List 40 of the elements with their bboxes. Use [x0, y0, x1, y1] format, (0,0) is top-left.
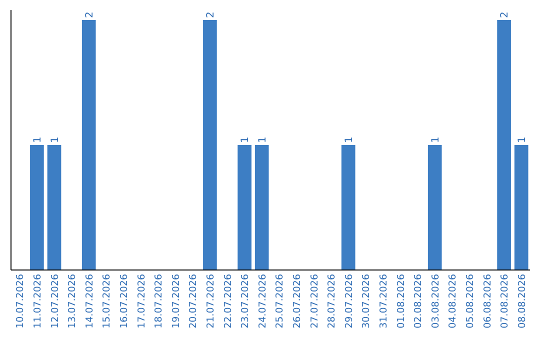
x-tick-label: 15.07.2026 — [102, 274, 113, 328]
x-tick-label: 31.07.2026 — [378, 274, 390, 328]
data-label: 1 — [32, 136, 44, 143]
x-tick-label: 24.07.2026 — [257, 274, 268, 328]
data-label: 1 — [240, 136, 252, 143]
x-tick-label: 02.08.2026 — [413, 274, 424, 328]
data-label: 2 — [205, 12, 216, 18]
x-tick-label: 23.07.2026 — [240, 274, 252, 328]
x-tick-label: 25.07.2026 — [274, 274, 286, 328]
x-tick-label: 16.07.2026 — [118, 274, 130, 328]
x-tick-label: 20.07.2026 — [188, 274, 200, 328]
x-tick-label: 05.08.2026 — [464, 274, 476, 328]
x-tick-label: 01.08.2026 — [396, 274, 407, 328]
x-tick-label: 22.07.2026 — [222, 274, 234, 328]
data-label: 1 — [430, 136, 442, 143]
x-tick-label: 04.08.2026 — [448, 274, 459, 328]
x-tick-label: 12.07.2026 — [50, 274, 61, 328]
data-label: 1 — [50, 136, 61, 143]
x-tick-label: 30.07.2026 — [361, 274, 372, 328]
data-label: 2 — [84, 12, 96, 18]
data-label: 1 — [257, 136, 268, 143]
x-tick-label: 14.07.2026 — [84, 274, 96, 328]
x-tick-label: 18.07.2026 — [154, 274, 165, 328]
x-tick-label: 29.07.2026 — [344, 274, 355, 328]
x-tick-label: 17.07.2026 — [136, 274, 148, 328]
x-tick-label: 11.07.2026 — [32, 274, 44, 328]
x-tick-label: 03.08.2026 — [430, 274, 442, 328]
x-tick-label: 26.07.2026 — [292, 274, 303, 328]
data-label: 1 — [344, 136, 355, 143]
x-tick-label: 08.08.2026 — [516, 274, 528, 328]
data-label: 2 — [500, 12, 511, 18]
x-tick-label: 10.07.2026 — [15, 274, 26, 328]
x-tick-label: 13.07.2026 — [67, 274, 78, 328]
x-tick-label: 27.07.2026 — [309, 274, 320, 328]
x-tick-label: 28.07.2026 — [326, 274, 338, 328]
x-tick-label: 06.08.2026 — [482, 274, 494, 328]
x-tick-label: 07.08.2026 — [500, 274, 511, 328]
x-tick-label: 19.07.2026 — [170, 274, 182, 328]
x-tick-label: 21.07.2026 — [205, 274, 216, 328]
data-label: 1 — [516, 136, 528, 143]
